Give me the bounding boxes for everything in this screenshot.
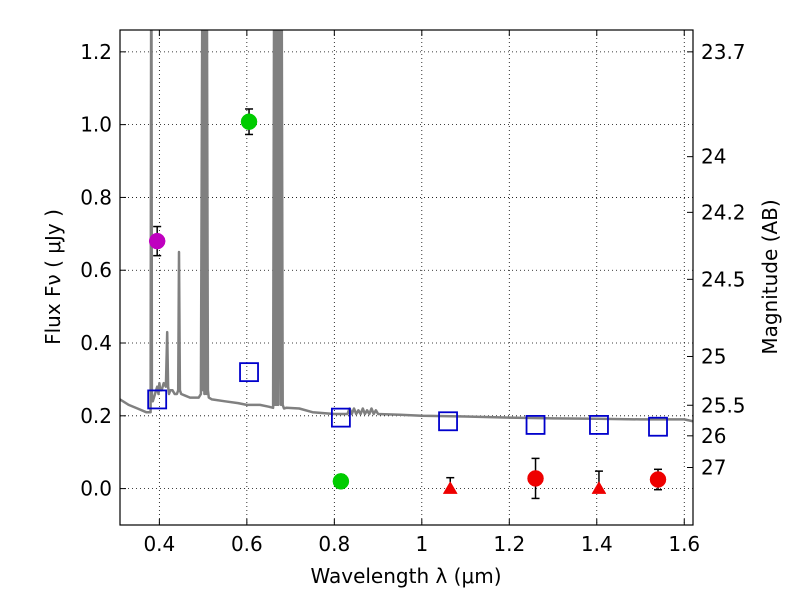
plot-area	[120, 30, 693, 500]
x-tick-label: 0.4	[143, 532, 175, 556]
x-tick-label: 1	[415, 532, 428, 556]
x-tick-label: 1.2	[493, 532, 525, 556]
magnitude-tick-label: 26	[701, 424, 726, 448]
y-tick-label: 0.4	[80, 331, 112, 355]
magnitude-tick-label: 24	[701, 145, 726, 169]
magnitude-tick-label: 27	[701, 455, 726, 479]
magnitude-tick-label: 25	[701, 344, 726, 368]
observed-flux-point	[332, 473, 350, 490]
model-photometry-point	[589, 415, 609, 435]
observed-flux-point	[649, 471, 667, 488]
y-tick-label: 0.2	[80, 404, 112, 428]
observed-flux-point	[148, 232, 166, 250]
model-photometry-point	[147, 389, 168, 410]
magnitude-tick-label: 24.5	[701, 267, 746, 291]
magnitude-tick-label: 25.5	[701, 393, 746, 417]
model-photometry-point	[330, 407, 351, 428]
template-spectrum-line	[120, 30, 693, 423]
model-photometry-point	[438, 411, 458, 432]
axis-ticks: 0.4 0.6 0.8 1 1.2 1.4 1.6 0.0 0.2 0.4 0.6 0.8 1.0 1.2…	[80, 30, 746, 556]
model-photometry-point	[648, 416, 668, 437]
x-tick-label: 0.8	[318, 532, 350, 556]
observed-flux-point	[527, 470, 544, 487]
x-axis-label: Wavelength λ (μm)	[310, 564, 501, 588]
upper-limit-marker	[591, 481, 607, 494]
y-tick-label: 1.0	[80, 113, 112, 137]
y-tick-label: 0.0	[80, 477, 112, 501]
model-photometry-point	[525, 415, 546, 435]
observed-flux-point	[240, 113, 258, 130]
x-tick-label: 1.4	[581, 532, 613, 556]
y2-axis-label: Magnitude (AB)	[758, 199, 782, 354]
x-tick-label: 0.6	[231, 532, 263, 556]
grid-lines	[120, 30, 693, 525]
magnitude-tick-label: 23.7	[701, 40, 746, 64]
y-tick-label: 1.2	[80, 40, 112, 64]
x-tick-label: 1.6	[668, 532, 700, 556]
y-tick-label: 0.6	[80, 258, 112, 282]
y-tick-label: 0.8	[80, 185, 112, 209]
magnitude-tick-label: 24.2	[701, 200, 746, 224]
plot-frame	[119, 29, 694, 526]
model-photometry-point	[239, 362, 259, 383]
upper-limit-marker	[442, 481, 458, 494]
y-axis-label: Flux Fν ( μJy )	[41, 209, 65, 345]
